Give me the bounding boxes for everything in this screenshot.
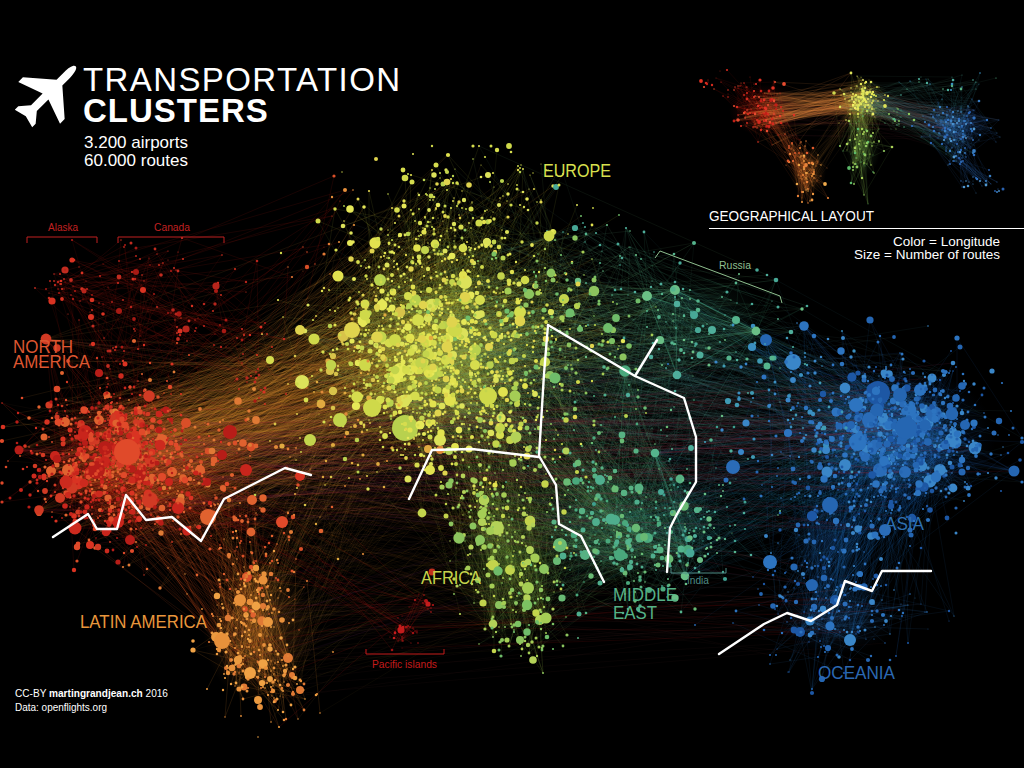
svg-text:Pacific islands: Pacific islands bbox=[372, 658, 437, 670]
svg-text:India: India bbox=[687, 574, 710, 586]
svg-text:Data: openflights.org: Data: openflights.org bbox=[15, 701, 107, 713]
svg-text:EAST: EAST bbox=[613, 603, 657, 623]
svg-text:ASIA: ASIA bbox=[885, 514, 924, 534]
svg-text:EUROPE: EUROPE bbox=[543, 161, 611, 181]
svg-text:CC-BY martingrandjean.ch 2016: CC-BY martingrandjean.ch 2016 bbox=[15, 687, 168, 699]
svg-text:Russia: Russia bbox=[719, 259, 752, 271]
svg-text:LATIN AMERICA: LATIN AMERICA bbox=[80, 612, 207, 632]
svg-text:MIDDLE: MIDDLE bbox=[613, 585, 677, 605]
svg-text:GEOGRAPHICAL LAYOUT: GEOGRAPHICAL LAYOUT bbox=[709, 207, 874, 224]
svg-text:60.000 routes: 60.000 routes bbox=[84, 151, 188, 170]
svg-text:AFRICA: AFRICA bbox=[421, 568, 481, 588]
svg-text:Alaska: Alaska bbox=[48, 221, 79, 233]
svg-text:3.200 airports: 3.200 airports bbox=[84, 133, 188, 152]
svg-text:Size = Number of routes: Size = Number of routes bbox=[854, 247, 1000, 262]
svg-text:OCEANIA: OCEANIA bbox=[818, 663, 895, 683]
svg-text:CLUSTERS: CLUSTERS bbox=[83, 92, 269, 129]
svg-text:AMERICA: AMERICA bbox=[13, 352, 90, 372]
svg-text:Canada: Canada bbox=[154, 221, 191, 233]
